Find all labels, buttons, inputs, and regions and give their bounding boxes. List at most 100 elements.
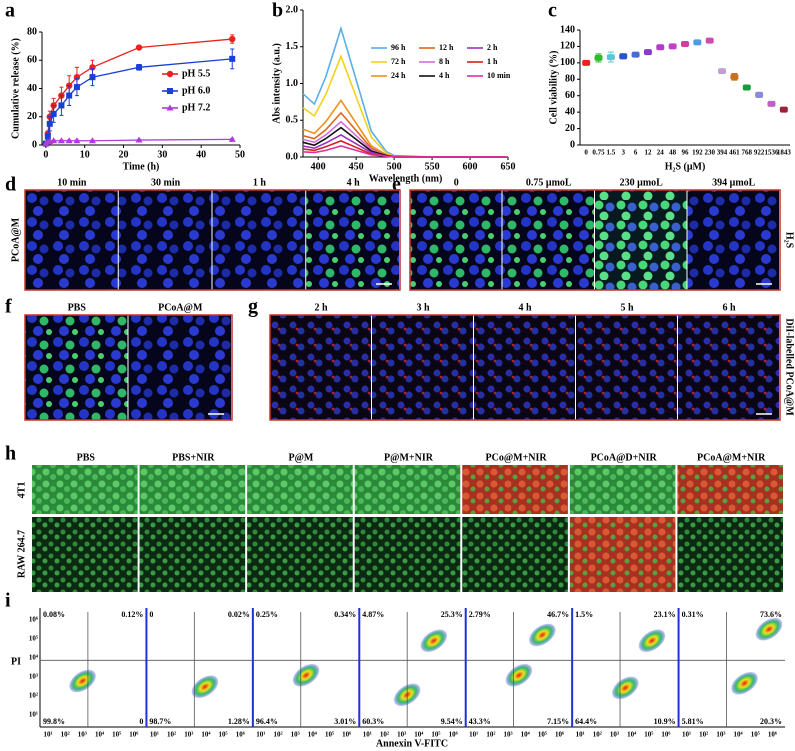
- micrograph: [678, 315, 779, 420]
- image-label: PBS: [68, 302, 87, 313]
- x-tick-label: 10²: [273, 731, 282, 739]
- marker: [167, 88, 173, 94]
- dot-mark: [705, 37, 714, 44]
- line: [302, 126, 508, 158]
- y-tick-label: 100: [560, 57, 575, 68]
- side-label: RAW 264.7: [16, 530, 27, 578]
- micrograph: [410, 190, 502, 290]
- image-label: 6 h: [722, 302, 736, 313]
- quadrant-pct: 3.01%: [334, 717, 356, 726]
- dot-mark: [582, 59, 591, 66]
- x-axis-title: Time (h): [123, 161, 160, 172]
- line: [302, 139, 508, 158]
- population: [69, 669, 96, 693]
- x-tick-label: 10⁶: [236, 731, 245, 739]
- line: [45, 58, 233, 144]
- quadrant-pct: 4.87%: [362, 610, 384, 619]
- dot-mark: [619, 53, 628, 60]
- x-tick-label: 1.5: [607, 149, 616, 157]
- x-tick-label: 48: [669, 149, 677, 157]
- marker: [89, 74, 96, 81]
- micrograph: [474, 315, 575, 420]
- quadrant-pct: 9.54%: [441, 717, 463, 726]
- x-tick-label: 500: [387, 161, 402, 172]
- y-tick-label: 10³: [29, 673, 38, 681]
- x-tick-label: 650: [501, 161, 516, 172]
- x-tick-label: 0.75: [592, 149, 605, 157]
- panel-letter: i: [5, 590, 11, 612]
- x-tick-label: 12: [644, 149, 652, 157]
- quadrant-pct: 5.81%: [682, 717, 704, 726]
- y-tick-label: 10¹: [29, 711, 38, 719]
- image-label: PCo@M+NIR: [486, 452, 548, 463]
- dot-mark: [681, 40, 689, 47]
- y-tick-label: 10⁴: [29, 654, 39, 662]
- image-label: 10 min: [57, 177, 87, 188]
- x-tick-label: 10⁵: [538, 731, 547, 739]
- population: [191, 675, 219, 699]
- image-label: P@M: [288, 452, 313, 463]
- x-tick-label: 10⁶: [661, 731, 670, 739]
- x-tick-label: 0: [43, 149, 48, 160]
- marker: [58, 102, 65, 109]
- micrograph: [25, 190, 118, 290]
- population: [638, 629, 666, 653]
- micrograph: [32, 465, 138, 514]
- x-tick-label: 6: [634, 149, 638, 157]
- dot-mark: [594, 54, 603, 61]
- x-axis-title: Wavelength (nm): [369, 173, 443, 184]
- x-tick-label: 10⁶: [449, 731, 458, 739]
- micrograph: [372, 315, 473, 420]
- micrograph: [118, 190, 212, 290]
- x-tick-label: 10²: [593, 731, 602, 739]
- x-tick-label: 10⁵: [431, 731, 440, 739]
- x-tick-label: 10¹: [256, 731, 265, 739]
- quadrant-pct: 0.02%: [228, 610, 250, 619]
- image-border: [24, 189, 401, 291]
- x-tick-label: 50: [235, 149, 245, 160]
- x-tick-label: 10¹: [469, 731, 478, 739]
- x-tick-label: 10³: [503, 731, 512, 739]
- x-tick-label: 10¹: [576, 731, 585, 739]
- side-label: 4T1: [16, 482, 27, 499]
- marker: [166, 104, 174, 111]
- x-tick-label: 20: [119, 149, 129, 160]
- population: [529, 623, 556, 647]
- image-label: 3 h: [416, 302, 430, 313]
- legend-label: 8 h: [439, 57, 450, 66]
- marker: [136, 64, 143, 71]
- x-tick-label: 10⁵: [751, 731, 760, 739]
- x-tick-label: 10²: [699, 731, 708, 739]
- legend-label: pH 7.2: [182, 102, 210, 113]
- legend-label: pH 5.5: [182, 68, 210, 79]
- x-tick-label: 600: [463, 161, 478, 172]
- x-tick-label: 10⁵: [325, 731, 334, 739]
- quadrant-pct: 2.79%: [469, 610, 491, 619]
- image-label: 2 h: [314, 302, 328, 313]
- marker: [73, 137, 81, 144]
- population: [292, 663, 320, 687]
- x-tick-label: 1536: [764, 149, 779, 157]
- x-tick-label: 10⁴: [308, 731, 318, 739]
- image-label: PCoA@M+NIR: [697, 452, 766, 463]
- image-label: P@M+NIR: [384, 452, 434, 463]
- marker: [44, 133, 51, 140]
- x-tick-label: 10⁵: [112, 731, 121, 739]
- quadrant-pct: 96.4%: [256, 717, 278, 726]
- side-label: DiI-labelled PCoA@M: [784, 318, 795, 416]
- panel-letter: a: [5, 0, 15, 22]
- legend-label: 2 h: [487, 43, 498, 52]
- x-tick-label: 10¹: [682, 731, 691, 739]
- marker: [135, 136, 143, 143]
- image-label: PBS+NIR: [172, 452, 215, 463]
- x-tick-label: 10²: [167, 731, 176, 739]
- image-label: 0.75 μmoL: [526, 177, 572, 188]
- panel-letter: c: [548, 0, 557, 22]
- x-tick-label: 10⁴: [734, 731, 744, 739]
- x-tick-label: 768: [742, 149, 753, 157]
- y-tick-label: 0.5: [286, 115, 299, 126]
- y-axis-title: Cell viability (%): [548, 51, 559, 125]
- x-tick-label: 10⁴: [95, 731, 105, 739]
- dot-mark: [718, 68, 727, 75]
- x-tick-label: 10⁴: [201, 731, 211, 739]
